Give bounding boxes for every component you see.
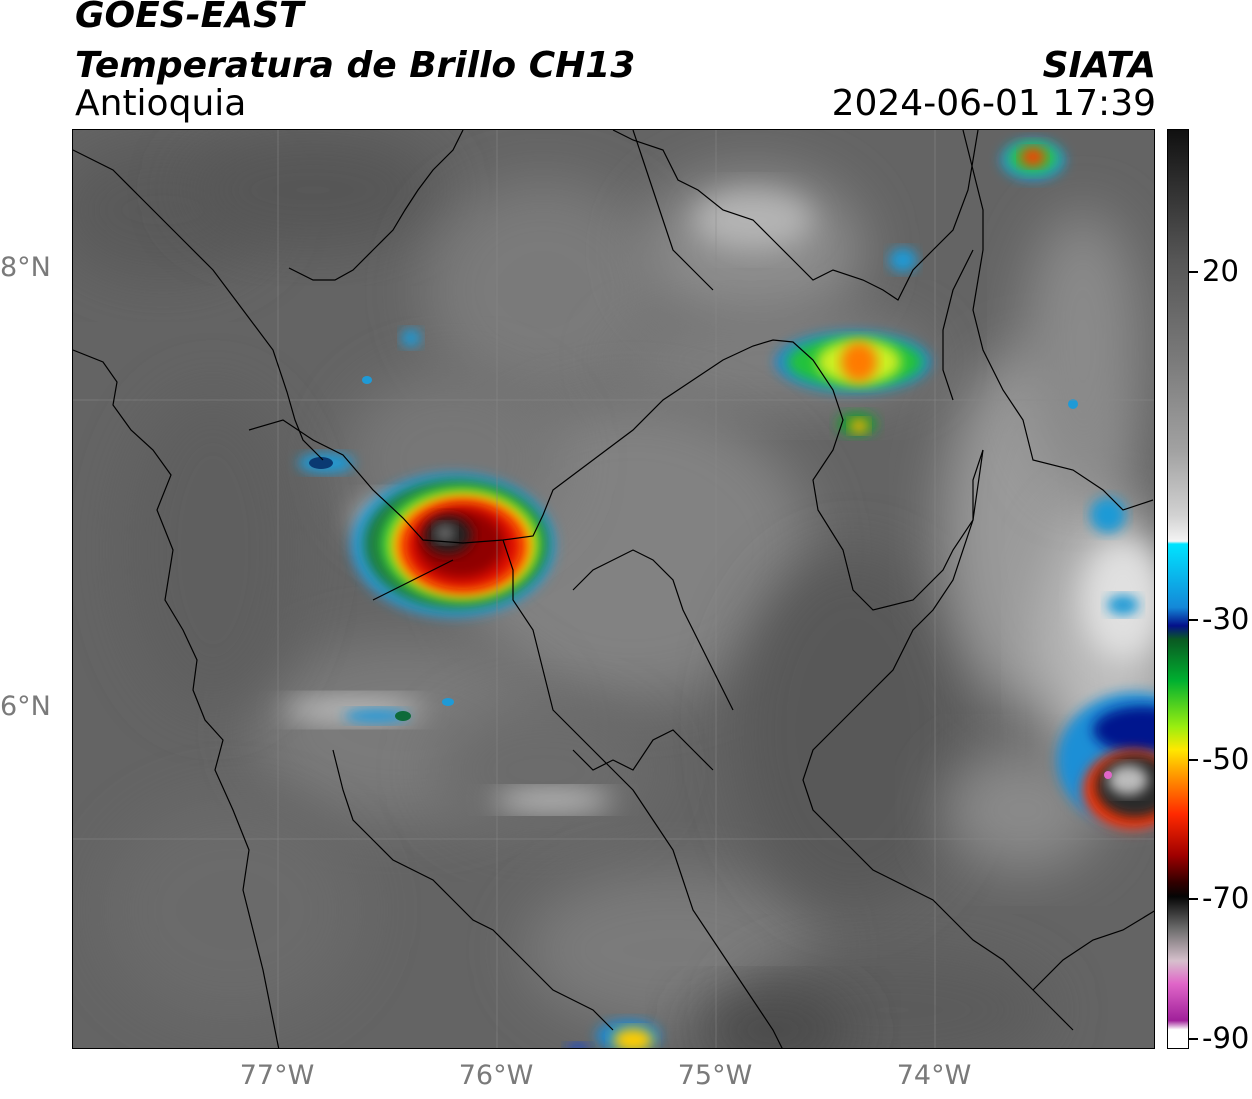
colorbar-label-minus-90: -90 bbox=[1202, 1021, 1250, 1055]
caribbean-coast bbox=[612, 130, 979, 301]
lon-label-75w: 75°W bbox=[677, 1060, 753, 1091]
gulf-coast bbox=[288, 130, 464, 281]
southeast-border bbox=[1032, 910, 1154, 991]
inner-border-5 bbox=[942, 249, 974, 401]
region-label: Antioquia bbox=[75, 83, 247, 124]
inner-border-4 bbox=[632, 130, 714, 291]
far-east-border bbox=[962, 130, 1154, 511]
agency-label: SIATA bbox=[1042, 45, 1156, 86]
lat-label-8n: 8°N bbox=[0, 252, 51, 283]
title-product: Temperatura de Brillo CH13 bbox=[75, 45, 636, 86]
antioquia-south-border bbox=[502, 539, 783, 1048]
antioquia-west-border bbox=[332, 749, 614, 1031]
lon-label-77w: 77°W bbox=[239, 1060, 315, 1091]
east-border bbox=[802, 449, 1074, 1031]
colorbar-label-minus-70: -70 bbox=[1202, 881, 1250, 915]
convective-cell-southeast bbox=[1057, 692, 1154, 830]
colorbar-tick-minus-70 bbox=[1189, 898, 1198, 900]
timestamp-label: 2024-06-01 17:39 bbox=[831, 83, 1156, 124]
colorbar bbox=[1167, 129, 1189, 1049]
pacific-coast bbox=[73, 349, 280, 1048]
colorbar-label-minus-50: -50 bbox=[1202, 742, 1250, 776]
colorbar-tick-minus-90 bbox=[1189, 1038, 1198, 1040]
colorbar-tick-20 bbox=[1189, 271, 1198, 273]
inner-border-2 bbox=[572, 729, 714, 771]
convective-cell-east bbox=[775, 332, 931, 436]
colorbar-tick-minus-50 bbox=[1189, 759, 1198, 761]
colorbar-label-minus-30: -30 bbox=[1202, 602, 1250, 636]
map-canvas bbox=[73, 130, 1154, 1048]
title-satellite: GOES-EAST bbox=[75, 0, 304, 36]
inner-border-3 bbox=[372, 559, 454, 601]
inner-border-1 bbox=[572, 549, 734, 711]
colorbar-tick-minus-30 bbox=[1189, 619, 1198, 621]
lat-label-6n: 6°N bbox=[0, 691, 51, 722]
uraba-coast bbox=[73, 149, 324, 461]
colorbar-label-20: 20 bbox=[1202, 254, 1239, 288]
lon-label-74w: 74°W bbox=[896, 1060, 972, 1091]
lon-label-76w: 76°W bbox=[458, 1060, 534, 1091]
convective-cell-northeast bbox=[1001, 140, 1065, 180]
antioquia-border bbox=[248, 339, 984, 611]
convective-cell-main bbox=[351, 473, 555, 617]
borders bbox=[73, 130, 1154, 1048]
graticule bbox=[73, 130, 1154, 1048]
small-convective-cells bbox=[298, 248, 1139, 1048]
satellite-map[interactable] bbox=[72, 129, 1155, 1049]
